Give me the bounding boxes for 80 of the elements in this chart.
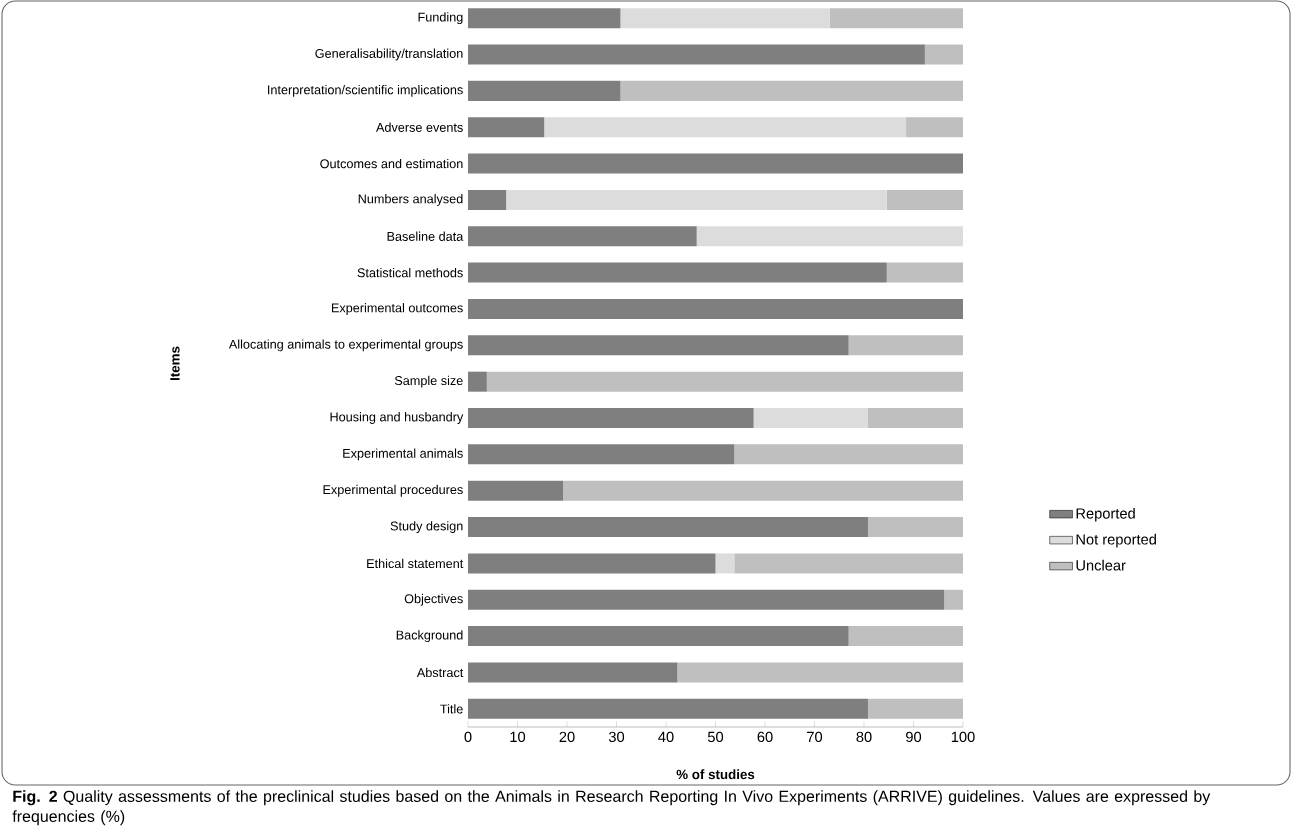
bar (677, 662, 963, 683)
y-tick-label: Numbers analysed (358, 194, 463, 206)
bar (734, 444, 963, 465)
bar (867, 408, 963, 429)
bar (468, 480, 564, 501)
legend-label: Reported (1076, 507, 1135, 522)
bar (867, 698, 963, 719)
bar (468, 662, 678, 683)
bar (468, 117, 545, 138)
bar (867, 517, 963, 538)
bar (468, 589, 945, 610)
bar (468, 371, 487, 392)
bar (468, 517, 868, 538)
bar (886, 189, 963, 210)
x-tick-label: 70 (807, 731, 823, 743)
bar (468, 226, 697, 247)
bar (468, 189, 507, 210)
x-tick-label: 30 (608, 731, 625, 743)
bar (620, 80, 963, 101)
y-tick-label: Study design (390, 521, 463, 533)
y-tick-label: Sample size (394, 375, 463, 388)
bar (468, 153, 963, 174)
y-tick-label: Abstract (416, 667, 464, 678)
bar (468, 262, 887, 283)
x-tick-label: 90 (906, 731, 922, 743)
bar (944, 589, 963, 610)
x-tick-label: 10 (510, 731, 526, 743)
bar (906, 117, 963, 138)
y-tick-label: Housing and husbandry (330, 412, 464, 424)
y-tick-label: Experimental animals (343, 448, 463, 461)
y-tick-label: Adverse events (376, 122, 463, 132)
bar (468, 698, 868, 719)
bar (506, 189, 887, 210)
bar (563, 480, 963, 501)
y-tick-label: Generalisability/translation (315, 48, 463, 61)
y-tick-label: Allocating animals to experimental groups (228, 339, 463, 352)
bar (924, 44, 963, 65)
bar (468, 298, 963, 319)
bar (468, 80, 621, 101)
bar (715, 553, 735, 574)
bar (848, 626, 963, 647)
y-axis-title: Items (170, 346, 180, 381)
bar (620, 8, 830, 29)
bar (468, 335, 849, 356)
bar (468, 444, 735, 465)
bar (848, 335, 963, 356)
x-tick-label: 0 (464, 731, 472, 743)
y-tick-label: Statistical methods (357, 267, 463, 278)
y-tick-label: Experimental outcomes (331, 303, 463, 315)
bar (753, 408, 868, 429)
bar (886, 262, 963, 283)
y-tick-label: Baseline data (387, 231, 464, 241)
text: Fig. 2 Quality assessments of the preclinical studies based on the Animals in Research Reporting In Vivo Experiments (ARRIVE) guidelines. Values are expressed by frequencies (%) (12, 790, 1211, 826)
bar (468, 8, 621, 29)
y-tick-label: Objectives (404, 593, 463, 606)
bar (468, 44, 925, 65)
bar (468, 626, 849, 647)
x-tick-label: 80 (856, 731, 872, 743)
bar (486, 371, 963, 392)
bar (696, 226, 963, 247)
y-tick-label: Background (396, 630, 463, 643)
x-tick-label: 20 (559, 731, 575, 743)
y-tick-label: Funding (418, 12, 463, 25)
bar (544, 117, 907, 138)
bar (468, 408, 754, 429)
y-tick-label: Ethical statement (367, 558, 464, 569)
y-tick-label: Title (440, 704, 463, 714)
y-tick-label: Outcomes and estimation (320, 158, 463, 169)
bar (829, 8, 963, 29)
x-tick-label: 50 (707, 731, 724, 743)
x-tick-label: 100 (951, 731, 975, 743)
y-tick-label: Interpretation/scientific implications (268, 84, 463, 97)
x-axis-title: % of studies (676, 769, 755, 780)
x-tick-label: 40 (658, 731, 674, 743)
y-tick-label: Experimental procedures (323, 484, 463, 497)
x-tick-label: 60 (757, 731, 773, 743)
legend-label: Unclear (1076, 559, 1126, 571)
legend-label: Not reported (1076, 533, 1156, 548)
bar (468, 553, 716, 574)
bar (734, 553, 963, 574)
